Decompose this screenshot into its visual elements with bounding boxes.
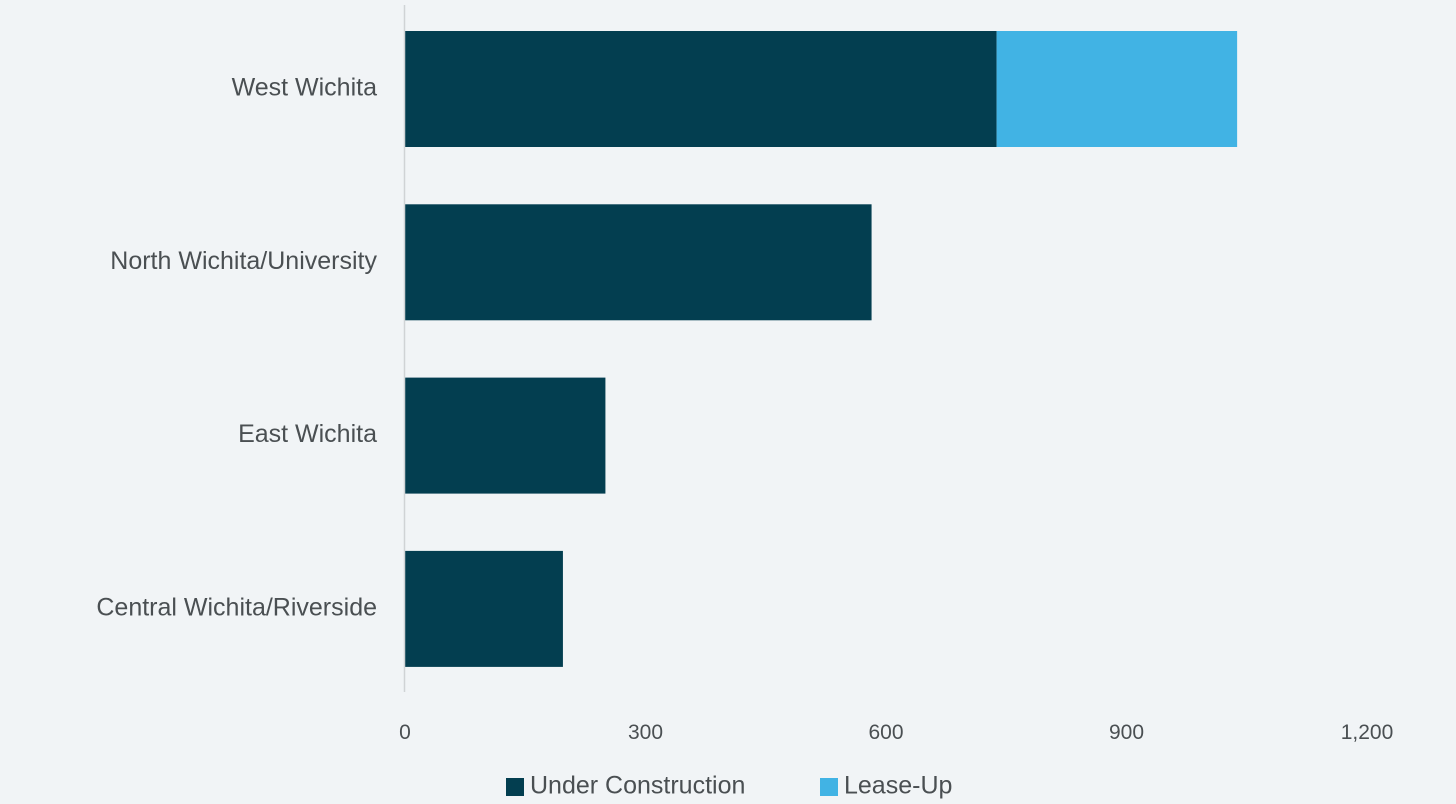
bars-group xyxy=(405,31,1238,667)
bar-under-construction-central-wichita-riverside xyxy=(405,550,563,667)
legend-label-lease-up: Lease-Up xyxy=(844,772,952,800)
bar-lease-up-west-wichita xyxy=(996,31,1238,147)
x-tick-label: 0 xyxy=(399,721,411,744)
legend-swatch-under-construction xyxy=(506,778,524,796)
legend-label-under-construction: Under Construction xyxy=(530,772,745,800)
category-label: West Wichita xyxy=(232,74,377,102)
category-labels: West Wichita North Wichita/University East… xyxy=(96,74,377,622)
x-tick-label: 300 xyxy=(628,721,663,744)
x-axis-tick-labels: 0 300 600 900 1,200 xyxy=(399,721,1393,744)
legend-swatch-lease-up xyxy=(820,778,838,796)
category-label: East Wichita xyxy=(238,420,377,448)
category-label: North Wichita/University xyxy=(110,247,377,275)
bar-under-construction-west-wichita xyxy=(405,31,997,147)
legend: Under Construction Lease-Up xyxy=(506,772,952,800)
bar-under-construction-east-wichita xyxy=(405,377,606,494)
x-tick-label: 900 xyxy=(1109,721,1144,744)
category-label: Central Wichita/Riverside xyxy=(96,594,377,622)
bar-under-construction-north-wichita-university xyxy=(405,204,872,321)
x-tick-label: 600 xyxy=(868,721,903,744)
x-tick-label: 1,200 xyxy=(1341,721,1394,744)
